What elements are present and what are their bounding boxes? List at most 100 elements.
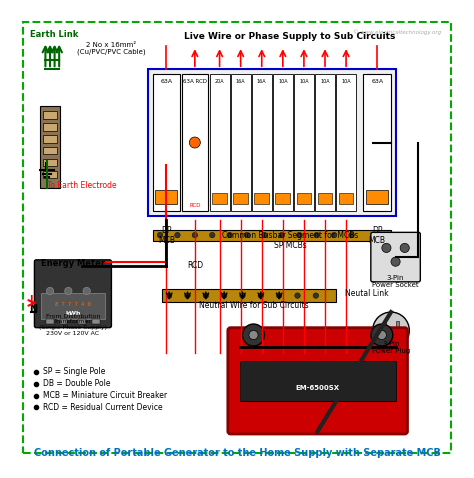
Bar: [40, 106, 60, 188]
Circle shape: [382, 243, 391, 252]
Bar: [275, 193, 290, 204]
FancyBboxPatch shape: [228, 328, 408, 434]
Circle shape: [244, 232, 250, 238]
Text: DP
MCB: DP MCB: [158, 226, 175, 245]
Circle shape: [391, 257, 400, 266]
Text: SP = Single Pole: SP = Single Pole: [43, 367, 105, 376]
Circle shape: [210, 232, 215, 238]
Circle shape: [331, 232, 337, 238]
Bar: [182, 74, 208, 211]
Circle shape: [349, 232, 355, 238]
Bar: [233, 193, 248, 204]
Bar: [43, 135, 57, 142]
Text: RCD: RCD: [187, 261, 203, 270]
Circle shape: [221, 293, 227, 298]
Bar: [43, 123, 57, 130]
Text: 10A: 10A: [341, 79, 351, 84]
Bar: [41, 293, 105, 318]
Bar: [210, 74, 230, 211]
Text: 8 7 7 7 4 0: 8 7 7 7 4 0: [55, 302, 91, 307]
Text: N: N: [29, 304, 37, 314]
Text: 3-Pin
Power Socket: 3-Pin Power Socket: [372, 275, 419, 288]
Text: 63A RCD: 63A RCD: [183, 79, 207, 84]
Circle shape: [46, 287, 54, 294]
Bar: [255, 193, 269, 204]
Text: 10A: 10A: [299, 79, 309, 84]
Circle shape: [258, 293, 264, 298]
Text: To Earth Electrode: To Earth Electrode: [47, 181, 117, 190]
Text: 63A: 63A: [160, 79, 173, 84]
Circle shape: [262, 232, 267, 238]
Bar: [162, 289, 336, 302]
Text: Earth Link: Earth Link: [30, 30, 79, 39]
Circle shape: [279, 232, 285, 238]
Bar: [294, 74, 314, 211]
Text: Common Busbar Segment for MCBs
SP MCBs: Common Busbar Segment for MCBs SP MCBs: [222, 230, 358, 250]
Bar: [383, 321, 386, 328]
Circle shape: [185, 293, 190, 298]
Text: Connection of Portable Generator to the Home Supply with Separate MCB: Connection of Portable Generator to the …: [34, 448, 440, 458]
Bar: [315, 74, 335, 211]
Bar: [148, 69, 396, 216]
Text: 63A: 63A: [371, 79, 383, 84]
Circle shape: [175, 232, 180, 238]
Circle shape: [64, 287, 72, 294]
Bar: [364, 74, 391, 211]
Bar: [230, 74, 251, 211]
Circle shape: [400, 243, 410, 252]
Circle shape: [371, 324, 393, 346]
Bar: [389, 335, 393, 342]
Text: © www.electricaltechnology.org: © www.electricaltechnology.org: [353, 30, 441, 35]
Bar: [240, 361, 396, 401]
Text: kWh: kWh: [65, 311, 81, 316]
Circle shape: [83, 287, 91, 294]
Bar: [43, 171, 57, 178]
Text: 10A: 10A: [320, 79, 330, 84]
Bar: [43, 111, 57, 119]
Circle shape: [297, 232, 302, 238]
Bar: [78, 318, 86, 324]
Bar: [252, 74, 272, 211]
Circle shape: [157, 232, 163, 238]
Circle shape: [192, 232, 198, 238]
Circle shape: [243, 324, 264, 346]
Bar: [153, 229, 391, 240]
Text: L: L: [29, 295, 35, 305]
Circle shape: [373, 312, 410, 349]
Text: Energy Meter: Energy Meter: [41, 259, 105, 268]
FancyBboxPatch shape: [371, 232, 420, 282]
Text: Neutral Wire for Sub Circuits: Neutral Wire for Sub Circuits: [199, 301, 308, 310]
Circle shape: [377, 330, 386, 339]
Circle shape: [313, 293, 319, 298]
Circle shape: [314, 232, 319, 238]
Bar: [339, 193, 354, 204]
Circle shape: [276, 293, 282, 298]
Bar: [396, 321, 399, 328]
Circle shape: [295, 293, 300, 298]
Bar: [366, 190, 388, 204]
Circle shape: [166, 293, 172, 298]
Text: 10A: 10A: [278, 79, 288, 84]
Bar: [155, 190, 177, 204]
Bar: [43, 147, 57, 154]
Text: EM-6500SX: EM-6500SX: [296, 385, 340, 391]
Bar: [336, 74, 356, 211]
Bar: [43, 159, 57, 166]
Text: 20A: 20A: [215, 79, 224, 84]
Bar: [212, 193, 227, 204]
Bar: [60, 318, 67, 324]
Text: 16A: 16A: [257, 79, 266, 84]
Text: DB = Double Pole: DB = Double Pole: [43, 379, 110, 388]
Bar: [273, 74, 293, 211]
Text: RCD = Residual Current Device: RCD = Residual Current Device: [43, 403, 162, 412]
Text: 16A: 16A: [236, 79, 246, 84]
Text: MCB = Miniature Circuit Breaker: MCB = Miniature Circuit Breaker: [43, 391, 167, 400]
Text: DP
MCB: DP MCB: [369, 226, 386, 245]
Bar: [318, 193, 332, 204]
Circle shape: [249, 330, 258, 339]
Bar: [297, 193, 311, 204]
Text: 2 No x 16mm²
(Cu/PVC/PVC Cable): 2 No x 16mm² (Cu/PVC/PVC Cable): [77, 42, 146, 55]
Circle shape: [203, 293, 209, 298]
Bar: [92, 318, 100, 324]
Text: Neutal Link: Neutal Link: [345, 289, 389, 298]
